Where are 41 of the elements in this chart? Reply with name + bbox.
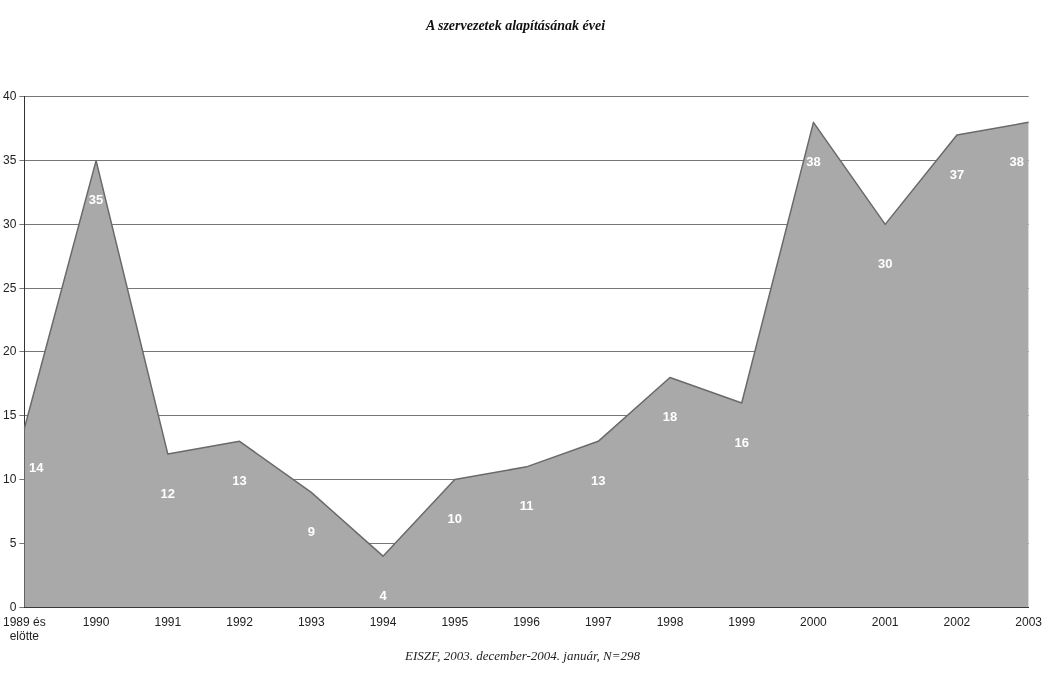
y-tick-label: 0 — [9, 599, 17, 614]
y-tick-label: 15 — [2, 408, 17, 423]
chart-title: A szervezetek alapításának évei — [424, 18, 606, 34]
y-tick-label: 20 — [2, 344, 17, 359]
x-tick-label: 1989 és elötte — [3, 614, 46, 644]
x-tick-label: 1998 — [656, 614, 684, 629]
data-label: 13 — [232, 472, 247, 488]
data-label: 30 — [877, 255, 893, 271]
x-tick-label: 1990 — [82, 614, 110, 629]
x-tick-label: 1993 — [297, 614, 325, 629]
data-label: 35 — [88, 192, 104, 208]
y-tick-label: 35 — [2, 152, 17, 167]
text: EISZF, 2003. december-2004. január, N=298 — [403, 648, 641, 663]
data-label: 37 — [949, 166, 965, 182]
x-tick-label: 1994 — [369, 614, 397, 629]
x-tick-label: 1992 — [226, 614, 254, 629]
data-label: 9 — [307, 523, 315, 539]
y-tick-label: 40 — [2, 89, 17, 104]
data-label: 12 — [160, 485, 176, 501]
x-tick-label: 1995 — [441, 614, 469, 629]
data-label: 11 — [519, 498, 534, 514]
data-label: 38 — [1009, 153, 1024, 169]
data-label: 16 — [734, 434, 749, 450]
data-label: 13 — [591, 472, 606, 488]
y-tick-label: 30 — [2, 216, 17, 231]
data-label: 38 — [806, 153, 821, 169]
y-tick-label: 5 — [9, 535, 17, 550]
data-label: 18 — [662, 409, 678, 425]
x-tick-label: 2003 — [1015, 614, 1043, 629]
x-tick-label: 1999 — [728, 614, 756, 629]
data-label: 10 — [447, 511, 462, 527]
x-tick-label: 1997 — [584, 614, 612, 629]
x-tick-label: 1991 — [154, 614, 182, 629]
data-label: 4 — [379, 587, 388, 603]
x-tick-label: 2000 — [800, 614, 828, 629]
x-tick-label: 2002 — [943, 614, 971, 629]
x-tick-label: 2001 — [871, 614, 899, 629]
y-tick-label: 25 — [2, 280, 17, 295]
x-tick-label: 1996 — [513, 614, 541, 629]
data-label: 14 — [29, 460, 45, 476]
y-tick-label: 10 — [2, 471, 17, 486]
